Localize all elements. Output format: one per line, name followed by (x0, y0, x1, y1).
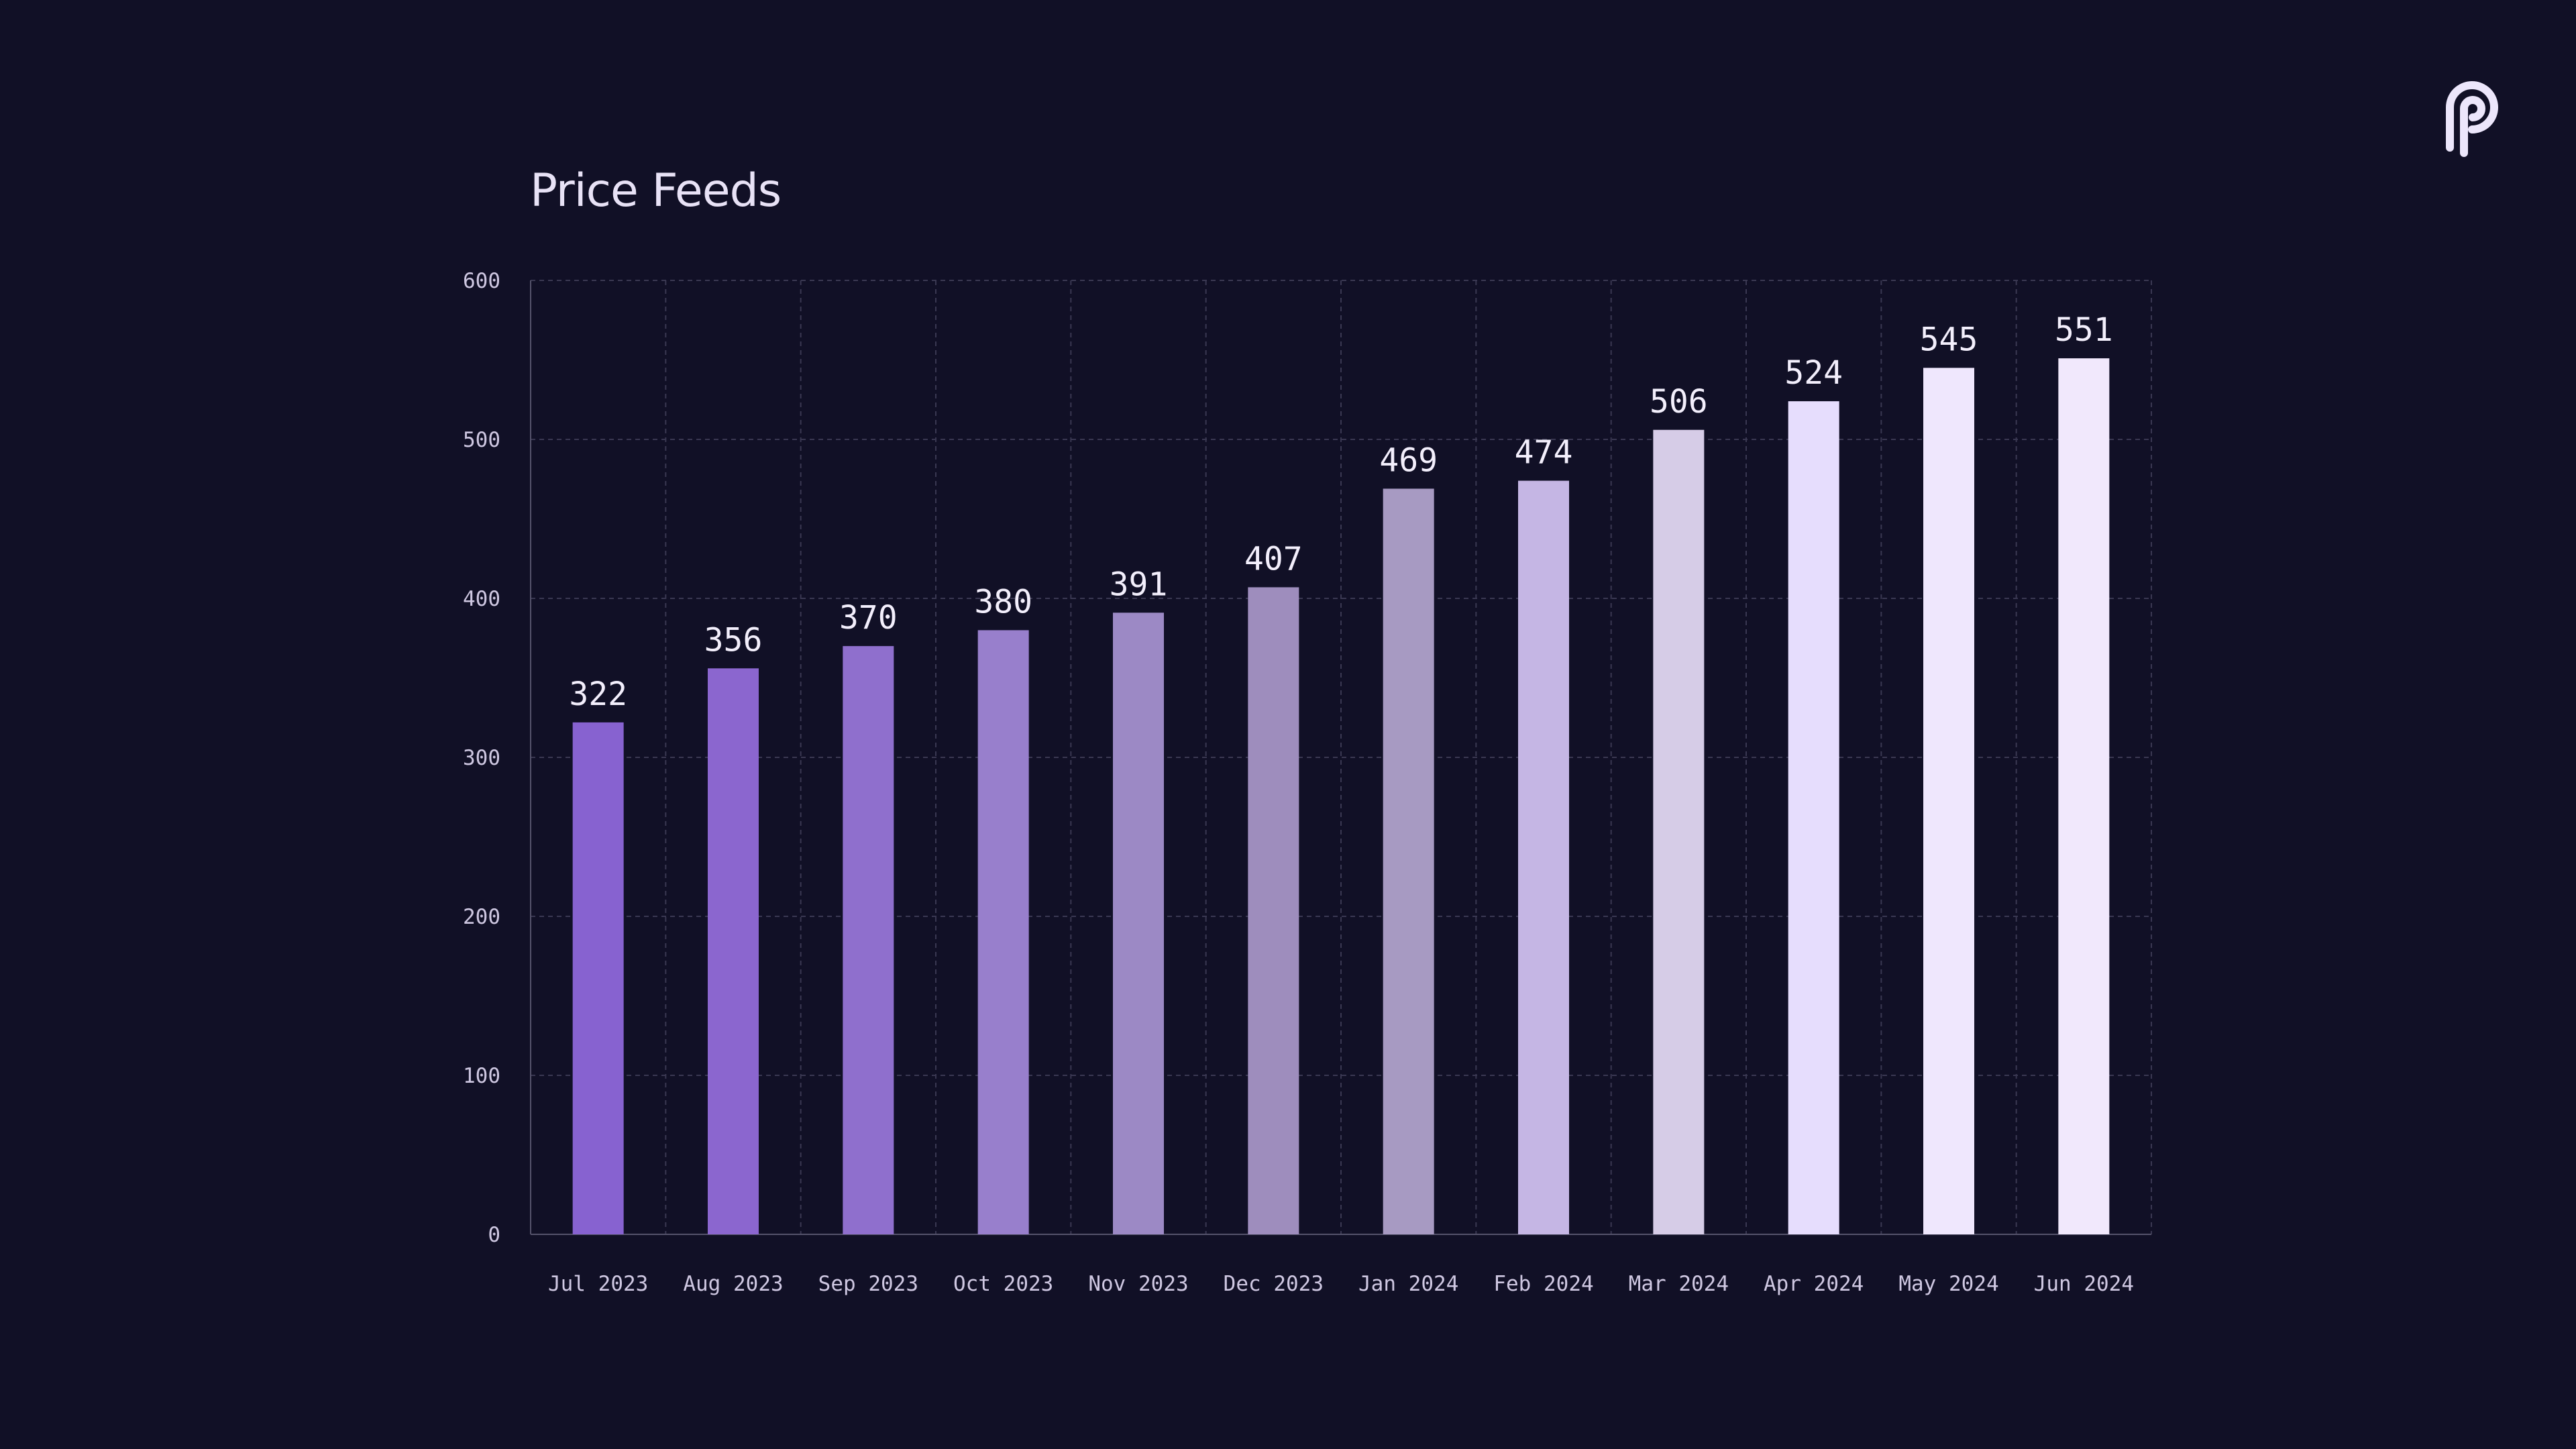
bar (1788, 401, 1839, 1234)
bar-value-label: 524 (1784, 354, 1843, 392)
bar-value-label: 356 (704, 621, 763, 659)
bar-value-label: 370 (839, 599, 898, 637)
bar (1113, 612, 1164, 1234)
y-tick-label: 400 (463, 587, 500, 611)
bar (2058, 358, 2110, 1234)
x-tick-label: May 2024 (1898, 1272, 1998, 1296)
bar (1923, 368, 1974, 1234)
x-tick-label: Aug 2023 (683, 1272, 783, 1296)
bar-value-label: 469 (1379, 441, 1438, 479)
bar-value-label: 407 (1244, 540, 1303, 578)
bar (843, 646, 894, 1234)
x-tick-label: Oct 2023 (953, 1272, 1053, 1296)
bar (572, 722, 624, 1234)
axes (530, 280, 2151, 1235)
x-tick-label: Mar 2024 (1629, 1272, 1729, 1296)
bar-value-label: 545 (1920, 321, 1978, 358)
y-tick-label: 200 (463, 905, 500, 929)
bar-value-label: 322 (569, 676, 627, 713)
x-tick-label: Jan 2024 (1358, 1272, 1458, 1296)
y-tick-label: 500 (463, 428, 500, 452)
bar (977, 630, 1029, 1234)
chart-title: Price Feeds (530, 164, 782, 217)
y-tick-label: 100 (463, 1064, 500, 1088)
bars (572, 358, 2110, 1234)
bar-value-label: 551 (2055, 311, 2113, 349)
bar-value-label: 391 (1110, 566, 1168, 603)
labels: 0 100 200 300 400 500 600 322 Jul 2023 356 Aug 202… (463, 269, 2134, 1296)
bar-value-label: 380 (974, 583, 1032, 621)
pyth-logo-icon (2446, 81, 2498, 157)
bar-value-label: 474 (1515, 434, 1573, 472)
bar (1248, 587, 1299, 1234)
y-tick-label: 300 (463, 746, 500, 770)
y-tick-label: 0 (488, 1223, 500, 1247)
x-tick-label: Sep 2023 (818, 1272, 918, 1296)
y-tick-label: 600 (463, 269, 500, 293)
grid-lines (531, 280, 2152, 1234)
bar (1653, 429, 1705, 1234)
x-tick-label: Nov 2023 (1088, 1272, 1188, 1296)
bar (1383, 488, 1434, 1234)
x-tick-label: Jun 2024 (2034, 1272, 2134, 1296)
x-tick-label: Jul 2023 (548, 1272, 648, 1296)
bar-value-label: 506 (1650, 383, 1708, 421)
x-tick-label: Dec 2023 (1224, 1272, 1324, 1296)
bar (1518, 480, 1569, 1234)
bar (708, 668, 759, 1234)
x-tick-label: Feb 2024 (1493, 1272, 1593, 1296)
x-tick-label: Apr 2024 (1764, 1272, 1864, 1296)
